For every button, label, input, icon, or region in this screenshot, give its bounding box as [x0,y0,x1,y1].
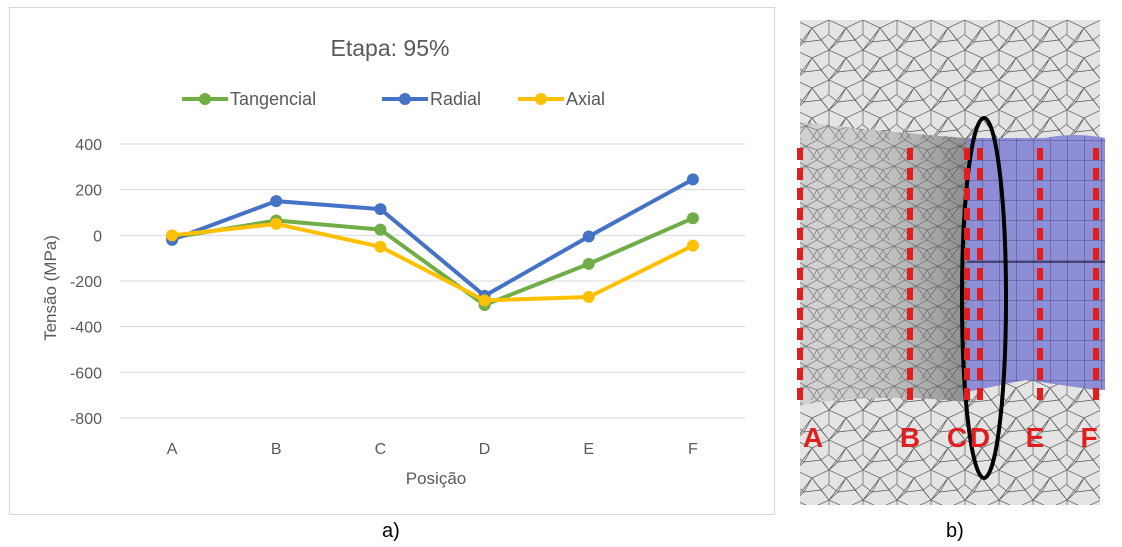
y-tick-label: 200 [75,183,102,200]
caption-b: b) [946,520,964,542]
section-lines [797,148,1099,405]
highlight-ellipse [960,116,1008,480]
section-label: F [1080,422,1097,453]
caption-a: a) [382,520,400,542]
y-tick-label: 400 [75,137,102,154]
legend-marker [199,93,211,105]
y-tick-label: -600 [70,365,102,382]
section-label: D [970,422,990,453]
chart-series [166,173,699,311]
series-point [374,223,387,236]
chart-gridlines [120,143,745,419]
tube-region [967,135,1105,392]
chart-legend: Tangencial Radial Axial [182,89,605,109]
stress-line-chart: Etapa: 95% Tangencial Radial Axial 400 200 0… [41,35,745,488]
x-axis-label: Posição [406,469,466,488]
legend-label: Axial [566,89,605,109]
y-tick-label: -400 [70,320,102,337]
x-tick-label: F [688,441,698,458]
chart-frame: Etapa: 95% Tangencial Radial Axial 400 200 0… [9,7,775,515]
y-axis-ticks: 400 200 0 -200 -400 -600 -800 [70,137,102,428]
legend-label: Radial [430,89,481,109]
series-point [686,239,699,252]
section-label: C [947,422,967,453]
x-tick-label: C [375,441,387,458]
series-line [171,216,694,307]
y-axis-label: Tensão (MPa) [41,235,60,341]
chart-title: Etapa: 95% [331,35,450,61]
series-point [582,257,595,270]
x-axis-ticks: A B C D E F [167,441,698,458]
legend-marker [535,93,547,105]
legend-label: Tangencial [230,89,316,109]
series-line [171,177,694,298]
x-tick-label: B [271,441,282,458]
x-tick-label: A [167,441,178,458]
x-tick-label: E [583,441,594,458]
lower-die [800,380,1100,505]
series-point [270,195,283,208]
series-point [166,229,179,242]
section-label: A [803,422,823,453]
section-label: B [900,422,920,453]
y-tick-label: -800 [70,411,102,428]
series-point [582,290,595,303]
series-point [374,240,387,253]
y-tick-label: -200 [70,274,102,291]
y-tick-label: 0 [93,228,102,245]
series-point [478,294,491,307]
series-line [171,221,694,303]
section-label: E [1026,422,1045,453]
series-point [686,212,699,225]
series-point [374,203,387,216]
series-point [270,217,283,230]
series-point [582,230,595,243]
series-point [686,173,699,186]
legend-marker [399,93,411,105]
x-tick-label: D [479,441,491,458]
